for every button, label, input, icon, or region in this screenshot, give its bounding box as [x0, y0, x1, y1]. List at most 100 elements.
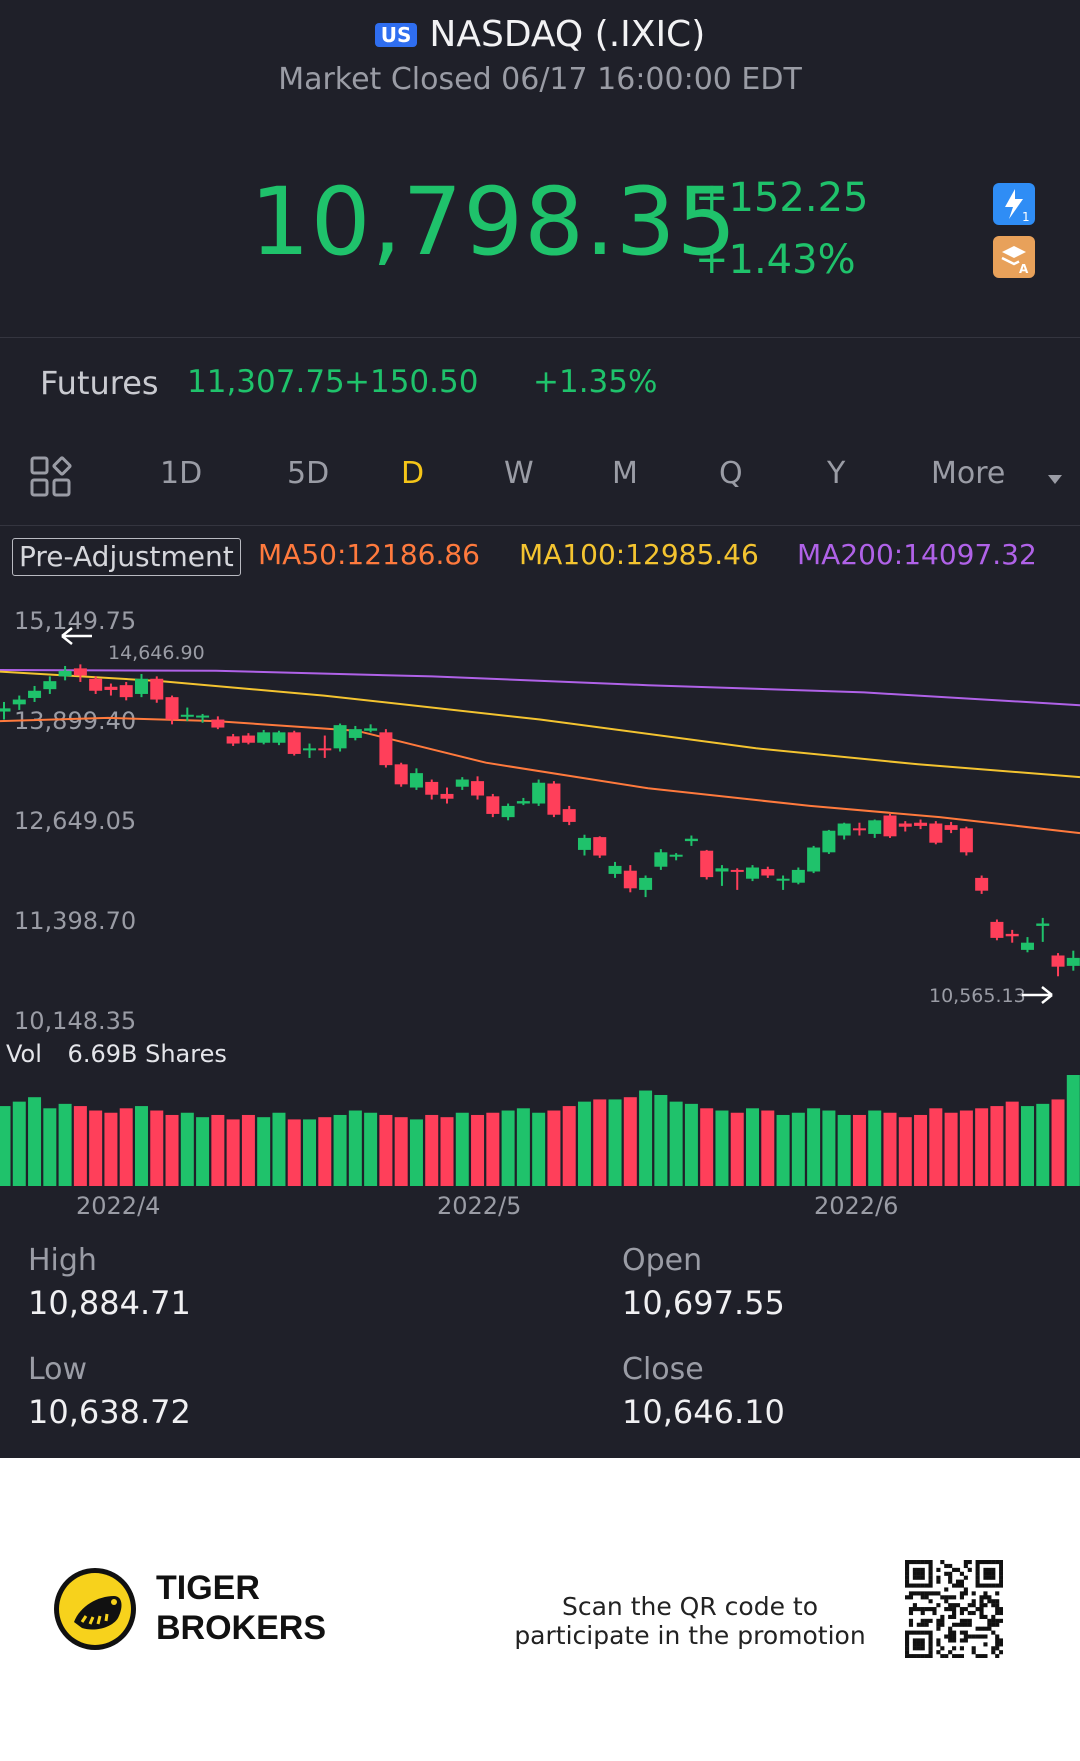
open-value: 10,697.55 — [622, 1284, 785, 1322]
candle-body — [654, 852, 668, 867]
volume-bar — [471, 1114, 485, 1186]
tab-monthly[interactable]: M — [612, 456, 638, 491]
volume-bar — [257, 1117, 271, 1186]
candle-body — [455, 779, 469, 787]
candlestick-chart[interactable]: 15,149.7513,899.4012,649.0511,398.7010,1… — [0, 590, 1080, 1220]
tab-5d[interactable]: 5D — [287, 456, 330, 491]
page-title: NASDAQ (.IXIC) — [429, 14, 706, 55]
volume-bar — [73, 1106, 87, 1186]
y-tick-label: 11,398.70 — [14, 907, 136, 935]
tab-daily[interactable]: D — [401, 456, 425, 491]
candle-body — [914, 822, 928, 826]
candle-body — [241, 735, 255, 743]
candle-body — [868, 820, 882, 834]
candle-body — [623, 870, 637, 889]
volume-bar — [165, 1114, 179, 1186]
divider — [0, 525, 1080, 526]
candle-body — [104, 686, 118, 690]
level1-quote-icon[interactable]: 1 — [993, 183, 1035, 225]
candle-body — [73, 668, 87, 676]
candle-body — [425, 781, 439, 795]
volume-bar — [28, 1097, 42, 1186]
candle-body — [12, 699, 26, 705]
candle-body — [1051, 955, 1065, 967]
volume-bar — [379, 1114, 393, 1186]
volume-bar — [134, 1106, 148, 1186]
volume-bar — [944, 1112, 958, 1186]
candle-body — [119, 685, 133, 698]
candle-body — [394, 764, 408, 785]
volume-bar — [104, 1112, 118, 1186]
candle-body — [303, 748, 317, 751]
candle-body — [746, 867, 760, 879]
volume-bar — [12, 1101, 26, 1186]
candle-body — [379, 732, 393, 766]
candle-body — [28, 690, 42, 698]
candle-body — [883, 815, 897, 837]
volume-bar — [883, 1112, 897, 1186]
qr-code[interactable] — [905, 1560, 1003, 1658]
volume-bar — [501, 1110, 515, 1186]
volume-bar — [547, 1110, 561, 1186]
tab-more[interactable]: More — [931, 456, 1006, 491]
volume-bar — [226, 1119, 240, 1186]
candle-body — [1066, 957, 1080, 966]
tab-quarterly[interactable]: Q — [719, 456, 743, 491]
high-value: 10,884.71 — [28, 1284, 191, 1322]
volume-bar — [150, 1110, 164, 1186]
volume-bar — [532, 1112, 546, 1186]
volume-bar — [1036, 1103, 1050, 1186]
period-high-label: 14,646.90 — [108, 642, 205, 664]
volume-bar — [211, 1114, 225, 1186]
candle-body — [486, 796, 500, 814]
volume-bar — [272, 1112, 286, 1186]
volume-bar — [623, 1097, 637, 1186]
candle-body — [134, 678, 148, 694]
volume-bar — [975, 1108, 989, 1186]
volume-bar — [852, 1114, 866, 1186]
y-tick-label: 12,649.05 — [14, 807, 136, 835]
candle-body — [990, 921, 1004, 938]
futures-change-percent: +1.35% — [533, 364, 658, 400]
volume-value: 6.69B Shares — [67, 1040, 227, 1068]
volume-bar — [241, 1114, 255, 1186]
tab-yearly[interactable]: Y — [827, 456, 846, 491]
tab-1d[interactable]: 1D — [160, 456, 203, 491]
candle-body — [471, 781, 485, 796]
volume-bar — [1005, 1101, 1019, 1186]
price-change-percent: +1.43% — [695, 237, 856, 283]
volume-bar — [180, 1112, 194, 1186]
ma50-legend: MA50:12186.86 — [258, 538, 480, 571]
candle-body — [944, 825, 958, 830]
volume-bar — [898, 1117, 912, 1186]
candle-body — [318, 748, 332, 751]
volume-bar — [318, 1117, 332, 1186]
tab-weekly[interactable]: W — [504, 456, 534, 491]
candle-body — [196, 715, 210, 718]
candle-body — [211, 719, 225, 728]
candle-body — [1020, 942, 1034, 950]
analyst-layers-icon[interactable]: A — [993, 236, 1035, 278]
candle-body — [0, 708, 11, 712]
pre-adjustment-toggle[interactable]: Pre-Adjustment — [12, 538, 241, 576]
volume-bar — [837, 1114, 851, 1186]
candle-body — [669, 854, 683, 857]
candle-body — [639, 877, 653, 890]
ma200-line — [0, 669, 1080, 707]
candle-body — [516, 801, 530, 804]
candle-body — [257, 732, 271, 743]
volume-bar — [455, 1112, 469, 1186]
x-axis-label: 2022/6 — [814, 1192, 899, 1220]
chevron-down-icon[interactable] — [1047, 470, 1063, 489]
x-axis-label: 2022/4 — [76, 1192, 161, 1220]
candle-body — [58, 670, 72, 677]
promo-line: Scan the QR code to — [561, 1592, 819, 1621]
candle-body — [822, 830, 836, 853]
volume-bar — [1066, 1075, 1080, 1186]
volume-bar — [577, 1101, 591, 1186]
candle-body — [333, 725, 347, 749]
grid-icon[interactable] — [30, 456, 72, 502]
futures-change: +150.50 — [344, 364, 479, 400]
volume-bar — [761, 1110, 775, 1186]
candle-body — [684, 838, 698, 842]
